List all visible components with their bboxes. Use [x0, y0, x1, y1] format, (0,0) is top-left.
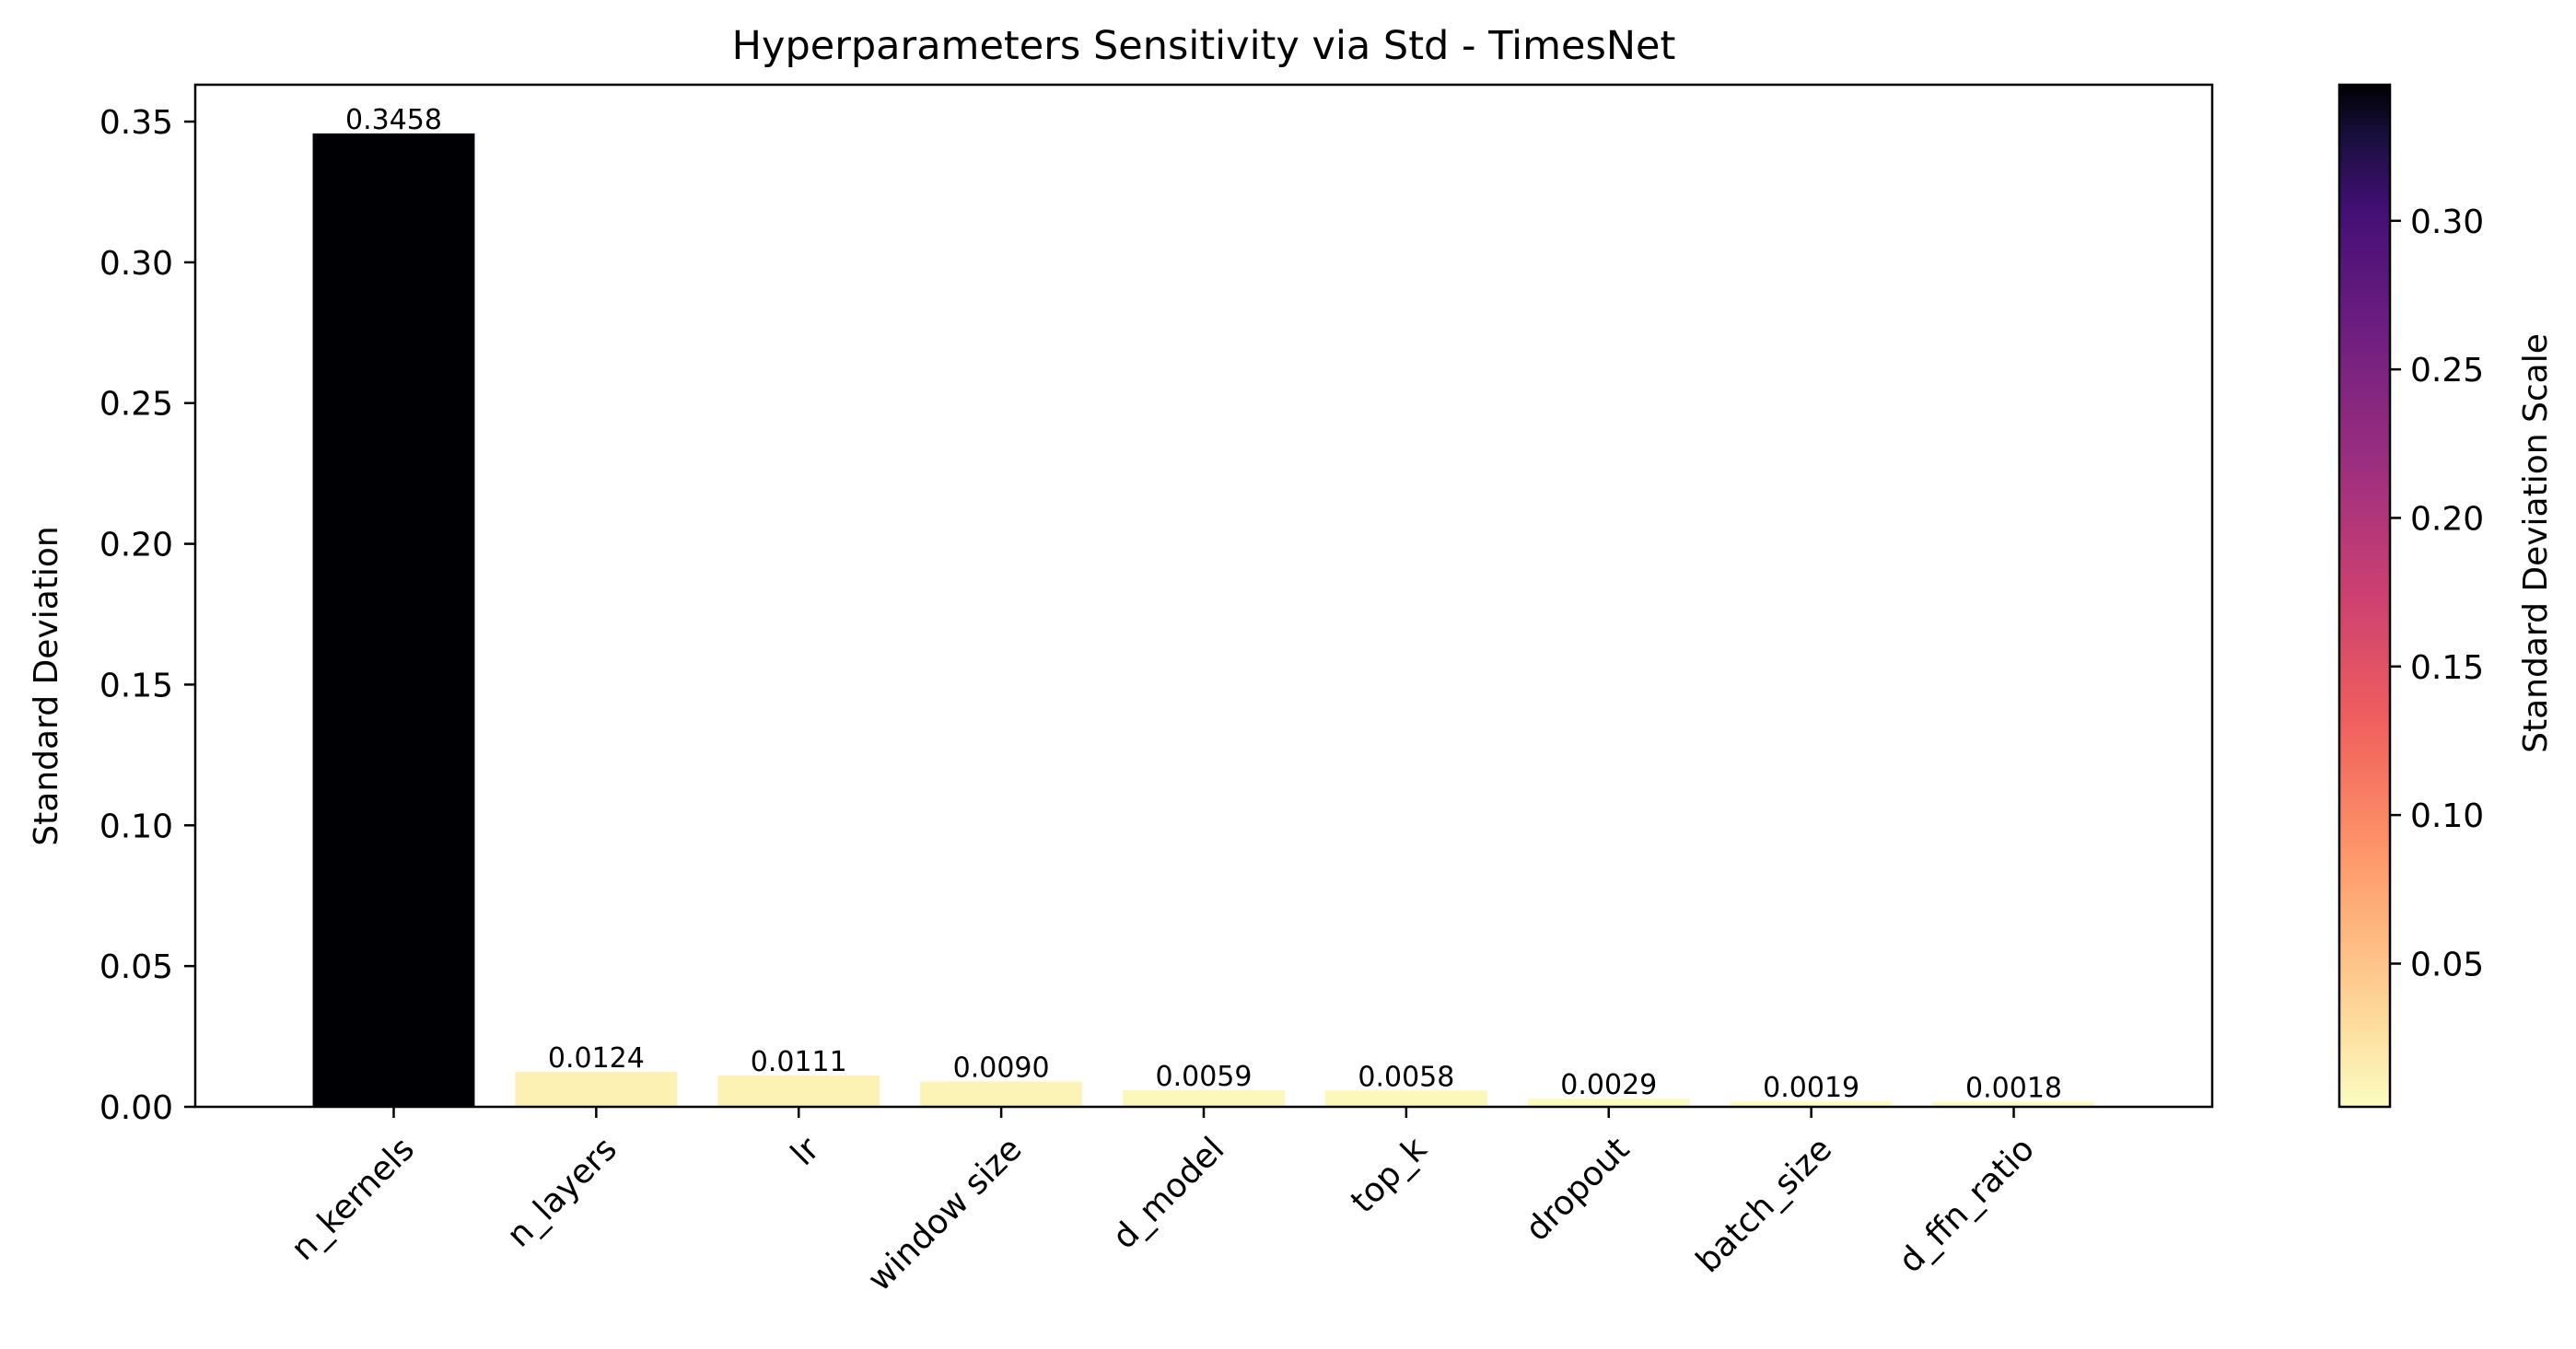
bar-value-label: 0.0059 [1156, 1061, 1253, 1093]
y-tick-label: 0.15 [99, 667, 173, 704]
colorbar-label: Standard Deviation Scale [2517, 333, 2555, 753]
bar-d-model [1123, 1089, 1285, 1107]
x-tick-label: top_k [1344, 1130, 1434, 1220]
colorbar-tick-label: 0.15 [2410, 649, 2484, 687]
x-tick-label: window size [861, 1130, 1030, 1298]
bar-d-ffn-ratio [1932, 1101, 2095, 1107]
x-tick-label: dropout [1519, 1130, 1637, 1248]
bar-value-label: 0.0090 [953, 1052, 1050, 1084]
y-tick-label: 0.35 [99, 104, 173, 142]
x-tick-label: n_layers [500, 1130, 624, 1254]
chart-title: Hyperparameters Sensitivity via Std - Ti… [732, 23, 1676, 69]
bar-window-size [920, 1081, 1083, 1107]
x-tick-label: lr [784, 1130, 827, 1173]
colorbar-tick-label: 0.25 [2410, 352, 2484, 390]
x-tick-label: d_model [1105, 1130, 1231, 1256]
y-tick-label: 0.10 [99, 808, 173, 845]
x-tick-label: n_kernels [284, 1130, 421, 1267]
x-axis-ticks: n_kernels n_layers lr window size d_model top… [284, 1107, 2042, 1298]
y-axis-label: Standard Deviation [28, 526, 65, 845]
bar-value-label: 0.0111 [751, 1046, 847, 1078]
colorbar-tick-label: 0.10 [2410, 797, 2484, 835]
bar-value-label: 0.0124 [548, 1042, 645, 1075]
bar-value-label: 0.0019 [1763, 1072, 1859, 1104]
bar-n-kernels [312, 133, 475, 1108]
y-tick-label: 0.25 [99, 386, 173, 424]
colorbar-tick-label: 0.05 [2410, 946, 2484, 983]
bars [312, 133, 2095, 1108]
bar-value-labels: 0.3458 0.0124 0.0111 0.0090 0.0059 0.0058 0.00… [345, 104, 2062, 1105]
bar-value-label: 0.0029 [1560, 1069, 1657, 1101]
y-tick-label: 0.30 [99, 245, 173, 283]
bar-batch-size [1730, 1101, 1893, 1107]
bar-value-label: 0.0058 [1358, 1061, 1454, 1093]
y-tick-label: 0.00 [99, 1089, 173, 1127]
plot-frame [193, 83, 2214, 1109]
bar-value-label: 0.3458 [345, 104, 442, 136]
bar-lr [717, 1076, 880, 1107]
x-tick-label: batch_size [1689, 1130, 1839, 1280]
colorbar-tick-label: 0.30 [2410, 204, 2484, 241]
colorbar-ticks: 0.05 0.10 0.15 0.20 0.25 0.30 [2390, 204, 2484, 983]
bar-dropout [1527, 1099, 1690, 1107]
bar-n-layers [515, 1072, 678, 1107]
y-tick-label: 0.05 [99, 948, 173, 986]
y-axis-ticks: 0.00 0.05 0.10 0.15 0.20 0.25 0.30 0.35 [99, 104, 195, 1127]
bar-value-label: 0.0018 [1965, 1072, 2062, 1104]
colorbar [2337, 83, 2392, 1109]
bar-top-k [1324, 1090, 1487, 1107]
colorbar-tick-label: 0.20 [2410, 500, 2484, 538]
x-tick-label: d_ffn_ratio [1892, 1130, 2042, 1280]
y-tick-label: 0.20 [99, 527, 173, 564]
